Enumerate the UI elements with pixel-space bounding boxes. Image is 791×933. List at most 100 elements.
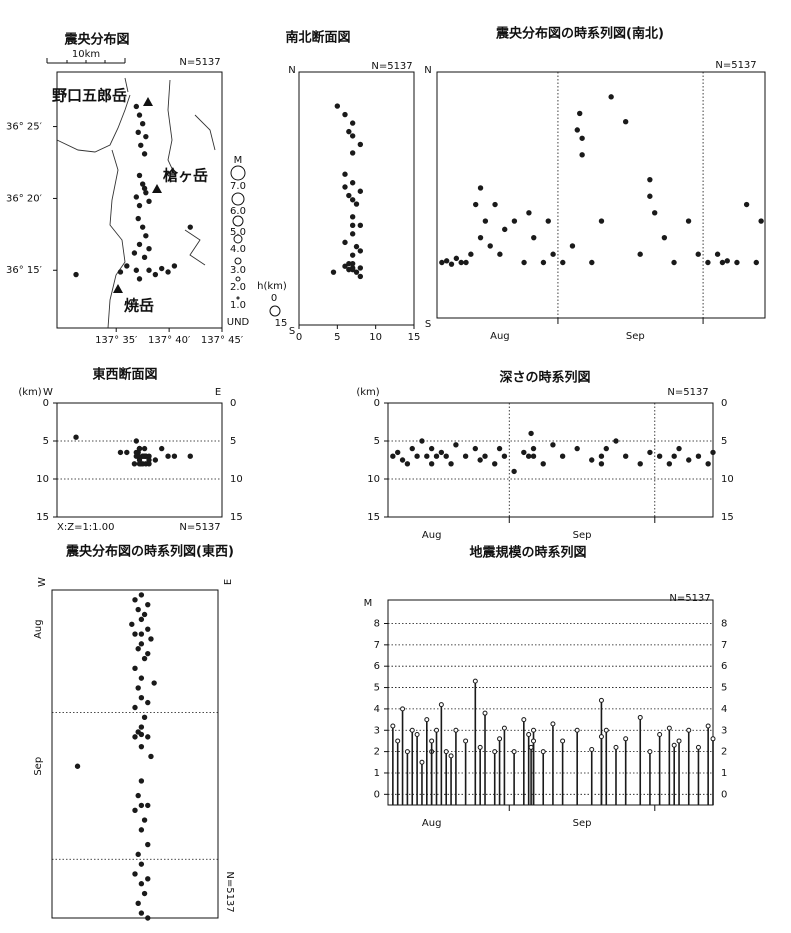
point <box>622 453 629 459</box>
y-tick-label: 2 <box>374 747 380 758</box>
point <box>145 601 151 608</box>
x-tick-label: 5 <box>334 332 340 343</box>
y-tick-label: 3 <box>374 725 380 736</box>
point <box>598 453 605 459</box>
point <box>685 218 692 224</box>
point <box>138 616 145 623</box>
y-tick-label-right: 0 <box>230 398 236 409</box>
point <box>135 646 141 652</box>
point <box>357 222 364 229</box>
point <box>734 259 740 266</box>
point <box>579 135 585 141</box>
point <box>613 438 619 444</box>
point <box>135 900 141 907</box>
legend-symbol <box>236 296 240 300</box>
point <box>342 184 348 190</box>
point <box>695 453 702 459</box>
point <box>502 226 508 233</box>
axis-end-label: N <box>424 65 431 76</box>
point <box>145 802 151 809</box>
plot-frame <box>387 599 714 806</box>
point <box>724 258 730 264</box>
point <box>353 269 360 275</box>
point <box>136 112 143 118</box>
annotation: N=5137 <box>179 522 220 533</box>
point <box>497 251 503 257</box>
point <box>428 445 435 452</box>
legend-label: 4.0 <box>230 244 246 255</box>
point <box>138 724 145 730</box>
point <box>342 239 348 246</box>
point <box>492 201 498 208</box>
point <box>73 434 79 440</box>
point <box>438 449 445 456</box>
axis-end-label: W <box>43 387 53 398</box>
point <box>132 807 138 813</box>
stem-head <box>705 723 711 729</box>
stem-head <box>390 723 396 729</box>
month-label: Sep <box>573 818 592 829</box>
axis-end-label: E <box>215 387 221 398</box>
stem-head <box>686 727 692 733</box>
legend-title: M <box>234 155 243 166</box>
stem-head <box>589 746 595 752</box>
y-tick-label: 0 <box>374 398 380 409</box>
y-tick-label: 15 <box>367 512 380 523</box>
point <box>531 234 537 241</box>
legend-label: UND <box>227 317 250 328</box>
legend-title: h(km) <box>257 281 287 292</box>
y-tick-label: 0 <box>374 789 380 800</box>
ratio-label: X:Z=1:1.00 <box>57 522 114 533</box>
point <box>399 457 406 463</box>
stem-head <box>613 744 619 750</box>
point <box>414 453 420 459</box>
point <box>540 259 547 266</box>
month-label: Aug <box>490 331 510 342</box>
point <box>647 449 653 456</box>
stem-head <box>676 738 682 744</box>
y-tick-label: 5 <box>43 436 49 447</box>
legend-symbol <box>230 165 246 181</box>
stem-head <box>434 727 440 733</box>
stem-head <box>438 702 444 708</box>
point <box>151 680 157 686</box>
point <box>73 271 79 278</box>
y-tick-label: 36° 25′ <box>6 122 43 133</box>
point <box>165 453 171 459</box>
point <box>705 461 711 467</box>
point <box>676 445 682 452</box>
legend-label: 5.0 <box>230 227 246 238</box>
point <box>477 457 483 463</box>
y-tick-label: 15 <box>36 512 49 523</box>
point <box>473 201 479 208</box>
axis-end-label: E <box>223 579 234 585</box>
stem-head <box>429 738 435 744</box>
point <box>346 128 352 135</box>
point <box>133 103 140 110</box>
point <box>143 133 149 140</box>
point <box>448 261 455 267</box>
point <box>141 453 148 459</box>
legend-label: 15 <box>275 318 288 329</box>
point <box>477 234 484 241</box>
point <box>145 841 151 848</box>
point <box>569 243 576 249</box>
stem-head <box>511 749 517 755</box>
chart-title: 震央分布図の時系列図(東西) <box>65 544 234 560</box>
point <box>637 251 643 257</box>
point <box>138 631 145 637</box>
y-tick-label-right: 10 <box>721 474 734 485</box>
annotation: N=5137 <box>669 593 710 604</box>
point <box>135 792 141 799</box>
stem-head <box>526 732 532 738</box>
point <box>138 881 145 887</box>
month-label: Sep <box>573 530 592 541</box>
point <box>349 214 356 220</box>
point <box>428 461 435 467</box>
point <box>608 94 614 100</box>
point <box>145 626 151 632</box>
axis-end-label: S <box>425 319 431 330</box>
y-tick-label: 1 <box>374 768 380 779</box>
point <box>598 218 605 224</box>
stem-head <box>404 749 410 755</box>
